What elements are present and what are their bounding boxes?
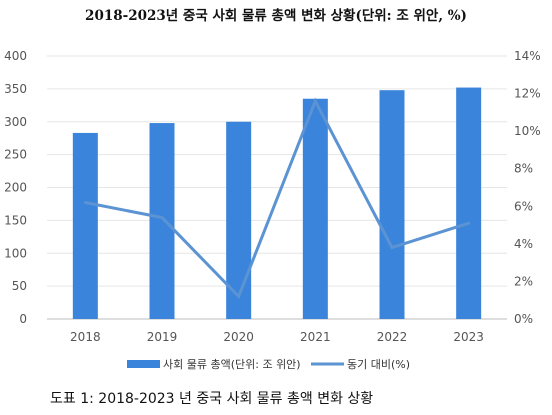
bar xyxy=(456,87,482,319)
y-axis-right: 0% 2% 4% 6% 8% 10% 12% 14% xyxy=(514,49,541,326)
line-point xyxy=(467,221,471,225)
y-right-tick-label: 10% xyxy=(514,124,541,138)
line-point xyxy=(160,216,164,220)
y-right-tick-label: 0% xyxy=(514,312,533,326)
line-point xyxy=(313,99,317,103)
x-tick-label: 2018 xyxy=(70,330,101,344)
legend-bar-label: 사회 물류 총액(단위: 조 위안) xyxy=(163,358,301,371)
y-right-tick-label: 2% xyxy=(514,274,533,288)
y-left-tick-label: 350 xyxy=(4,82,27,96)
x-tick-label: 2019 xyxy=(147,330,178,344)
bar xyxy=(72,132,98,319)
y-left-tick-label: 200 xyxy=(4,181,27,195)
y-left-tick-label: 300 xyxy=(4,115,27,129)
line-series xyxy=(83,97,471,300)
x-tick-label: 2020 xyxy=(223,330,254,344)
y-axis-left: 0 50 100 150 200 250 300 350 400 xyxy=(4,49,27,326)
bar-series xyxy=(72,87,482,319)
y-right-tick-label: 8% xyxy=(514,162,533,176)
gridlines xyxy=(47,55,507,320)
line-path xyxy=(85,97,470,300)
x-tick-label: 2021 xyxy=(300,330,331,344)
line-point xyxy=(390,246,394,250)
y-right-tick-label: 6% xyxy=(514,199,533,213)
y-left-tick-label: 150 xyxy=(4,213,27,227)
y-left-tick-label: 50 xyxy=(12,279,27,293)
bar xyxy=(379,90,405,319)
line-point xyxy=(83,201,87,205)
y-right-tick-label: 14% xyxy=(514,49,541,63)
figure-caption: 도표 1: 2018-2023 년 중국 사회 물류 총액 변화 상황 xyxy=(50,391,374,407)
bar xyxy=(302,98,328,319)
x-axis: 2018 2019 2020 2021 2022 2023 xyxy=(70,330,484,344)
y-right-tick-label: 4% xyxy=(514,237,533,251)
y-left-tick-label: 250 xyxy=(4,148,27,162)
x-tick-label: 2023 xyxy=(453,330,484,344)
legend-bar-swatch xyxy=(127,360,160,368)
y-right-tick-label: 12% xyxy=(514,87,541,101)
y-left-tick-label: 0 xyxy=(19,312,27,326)
chart-title: 2018-2023년 중국 사회 물류 총액 변화 상황(단위: 조 위안, %… xyxy=(85,8,467,24)
legend-line-label: 동기 대비(%) xyxy=(347,358,410,371)
y-left-tick-label: 100 xyxy=(4,246,27,260)
line-point xyxy=(237,294,241,298)
y-left-tick-label: 400 xyxy=(4,49,27,63)
legend: 사회 물류 총액(단위: 조 위안) 동기 대비(%) xyxy=(127,358,410,371)
bar xyxy=(149,123,175,319)
x-tick-label: 2022 xyxy=(377,330,408,344)
